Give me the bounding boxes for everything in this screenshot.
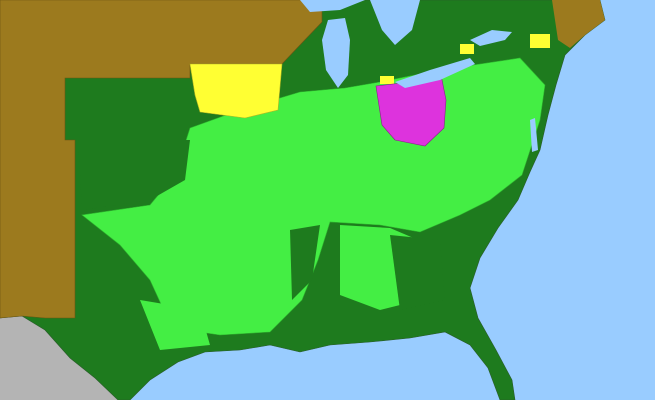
patch-yellow bbox=[530, 34, 550, 48]
patch-yellow bbox=[380, 76, 394, 84]
patch-yellow bbox=[460, 44, 474, 54]
lake-ontario bbox=[470, 30, 512, 46]
lake-erie bbox=[395, 58, 475, 88]
patch-present bbox=[140, 300, 210, 350]
lake-superior bbox=[300, 0, 365, 12]
patch-absent bbox=[390, 235, 445, 310]
lake-huron bbox=[370, 0, 420, 45]
chesapeake-bay bbox=[530, 118, 538, 152]
region-yellow bbox=[189, 63, 283, 119]
patch-absent bbox=[78, 140, 190, 210]
mexico bbox=[0, 316, 118, 400]
region-northeast bbox=[552, 0, 605, 48]
lake-michigan bbox=[322, 18, 350, 88]
patch-absent bbox=[290, 225, 320, 300]
region-west bbox=[0, 0, 323, 319]
